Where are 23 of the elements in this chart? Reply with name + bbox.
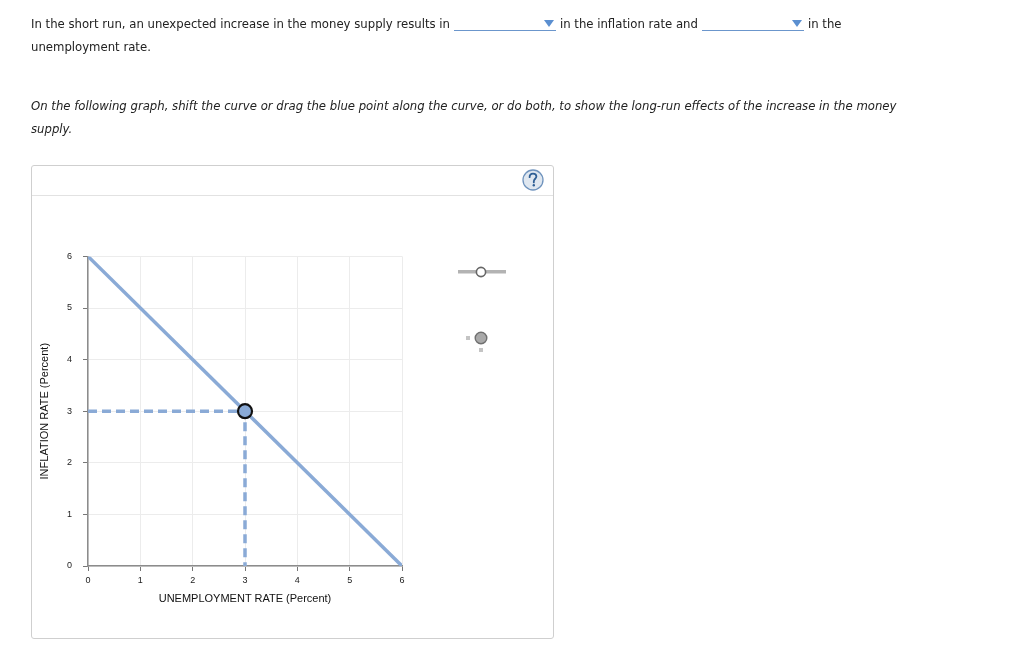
x-tick-label: 6 [399,574,405,585]
y-tick-label: 1 [66,508,72,519]
y-tick-label: 0 [66,560,72,571]
y-tick-label: 5 [66,302,72,313]
text: unemployment rate. [31,40,151,54]
text: On the following graph, shift the curve or drag the blue point along the curve, or do both, to show the long-run effects of the increase in the money supply. [31,98,898,138]
text: in the inflation rate and [559,17,698,31]
y-tick-label: 3 [66,405,72,416]
y-tick-label: 4 [66,354,72,365]
x-tick-label: 0 [85,574,91,585]
x-axis-title: UNEMPLOYMENT RATE (Percent) [158,592,332,605]
dropdown[interactable] [453,17,556,31]
x-tick-label: 3 [242,574,248,585]
x-tick-label: 2 [190,574,196,585]
dropdown[interactable] [701,17,804,31]
x-tick-label: 1 [137,574,143,585]
x-tick-label: 4 [294,574,300,585]
text: In the short run, an unexpected increase in the money supply results in [31,17,450,31]
x-tick-label: 5 [347,574,353,585]
y-axis-title: INFLATION RATE (Percent) [37,342,50,480]
y-tick-label: 6 [66,250,72,261]
y-tick-label: 2 [66,457,72,468]
text: in the [807,17,842,31]
